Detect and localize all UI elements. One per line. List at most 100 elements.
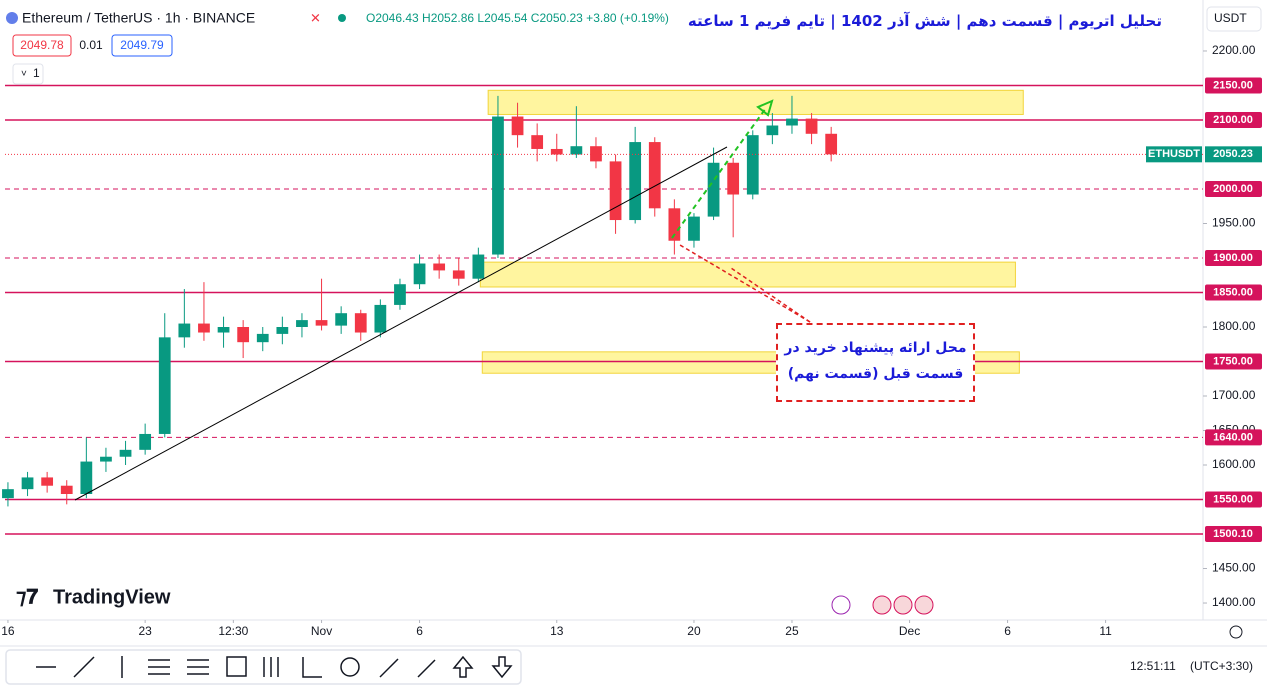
candle-body — [256, 333, 269, 343]
logo-mark: ⁊𝟕 — [16, 586, 38, 609]
candle-body — [217, 327, 230, 333]
spread: 0.01 — [79, 38, 103, 52]
last-price-box — [1205, 146, 1262, 163]
symbol-label: ETHUSDT — [1148, 148, 1200, 160]
axes: 2200.001950.001800.001700.001650.001600.… — [1, 43, 1262, 638]
level-label: 1900.00 — [1213, 252, 1253, 264]
candle-body — [688, 216, 700, 241]
indicator-toggle[interactable] — [12, 63, 44, 85]
tool-icon[interactable] — [302, 657, 322, 678]
y-tick-label: 1950.00 — [1212, 216, 1256, 230]
pointer-line — [730, 267, 811, 323]
candle-body — [511, 116, 524, 136]
level-label-box — [1205, 111, 1262, 128]
x-tick-label: 25 — [785, 624, 799, 638]
candle-body — [41, 477, 54, 486]
event-icon[interactable] — [914, 595, 934, 615]
plot — [2, 84, 1203, 535]
candle-body — [766, 125, 779, 136]
candle-body — [2, 489, 14, 499]
y-tick-label: 1400.00 — [1212, 595, 1256, 609]
candle-body — [21, 477, 34, 490]
x-tick-label: Nov — [311, 624, 332, 638]
candle-body — [629, 142, 642, 221]
tool-icon[interactable] — [417, 659, 436, 678]
x-tick-label: 13 — [550, 624, 564, 638]
candle-body — [60, 485, 73, 494]
level-label: 2100.00 — [1213, 114, 1253, 126]
zone — [479, 261, 1016, 288]
symbol-icon — [6, 12, 18, 24]
x-tick-label: 23 — [138, 624, 152, 638]
candle-body — [139, 433, 152, 450]
buy-button[interactable] — [111, 34, 173, 57]
zone — [487, 89, 1024, 115]
toolbar-frame — [5, 649, 522, 685]
level-label-box — [1205, 525, 1262, 542]
annotation-box: محل ارائه پیشنهاد خرید در قسمت قبل (قسمت… — [776, 323, 975, 402]
symbol-label-box — [1146, 146, 1202, 163]
chart-title: تحلیل اتریوم | قسمت دهم | شش آذر 1402 | … — [687, 12, 1162, 30]
level-label: 2000.00 — [1213, 183, 1253, 195]
annotation-line: قسمت قبل (قسمت نهم) — [787, 366, 964, 382]
x-tick-label: 16 — [1, 624, 15, 638]
tool-icon[interactable] — [73, 656, 95, 678]
candle-body — [433, 263, 446, 271]
tool-icon[interactable] — [452, 655, 474, 678]
level-label-box — [1205, 180, 1262, 197]
candle-body — [707, 162, 720, 217]
event-icon[interactable] — [872, 595, 892, 615]
level-label-box — [1205, 284, 1262, 301]
level-label: 1850.00 — [1213, 286, 1253, 298]
level-label-box — [1205, 491, 1262, 508]
candle-body — [100, 456, 112, 462]
tool-icon[interactable] — [226, 656, 247, 677]
level-label: 1500.10 — [1213, 528, 1253, 540]
logo: TradingView — [53, 586, 171, 608]
level-label-box — [1205, 353, 1262, 370]
bid: 2049.78 — [20, 38, 64, 52]
candle-body — [786, 118, 798, 126]
candle-body — [727, 162, 740, 195]
currency-select[interactable] — [1206, 6, 1262, 32]
candle-body — [237, 327, 250, 343]
trend-line — [74, 146, 728, 501]
candle-body — [413, 263, 426, 285]
tool-icon[interactable] — [379, 658, 399, 678]
y-tick-label: 1700.00 — [1212, 388, 1256, 402]
candle-body — [550, 148, 563, 155]
candle-body — [158, 337, 171, 434]
candle-body — [590, 146, 602, 162]
event-icon[interactable] — [893, 595, 913, 615]
level-label: 1750.00 — [1213, 355, 1253, 367]
x-tick-label: 20 — [687, 624, 701, 638]
indicator-count: 1 — [33, 66, 40, 80]
candle-body — [80, 461, 93, 494]
candle-body — [825, 133, 838, 155]
settings-icon[interactable] — [1229, 625, 1243, 639]
candle-body — [648, 142, 661, 209]
level-label: 2150.00 — [1213, 79, 1253, 91]
drawing-toolbar — [5, 649, 522, 685]
y-tick-label: 1600.00 — [1212, 457, 1256, 471]
candle-body — [570, 146, 583, 155]
level-label-box — [1205, 249, 1262, 266]
symbol: Ethereum / TetherUS · 1h · BINANCE — [22, 10, 255, 26]
level-label-box — [1205, 77, 1262, 94]
sell-button[interactable] — [12, 34, 72, 57]
candle-body — [315, 320, 328, 326]
candle-body — [296, 320, 308, 328]
x-tick-label: 6 — [1004, 624, 1011, 638]
favorite-icon[interactable]: ✕ — [310, 10, 321, 25]
x-tick-label: 11 — [1099, 624, 1112, 638]
candle-body — [531, 135, 544, 149]
annotation-line: محل ارائه پیشنهاد خرید در — [784, 340, 967, 356]
event-icon[interactable] — [831, 595, 851, 615]
tool-icon[interactable] — [491, 656, 513, 679]
candle-body — [609, 161, 622, 221]
tool-icon[interactable] — [340, 657, 360, 677]
last-price-label: 2050.23 — [1213, 148, 1253, 160]
candle-body — [276, 327, 289, 334]
